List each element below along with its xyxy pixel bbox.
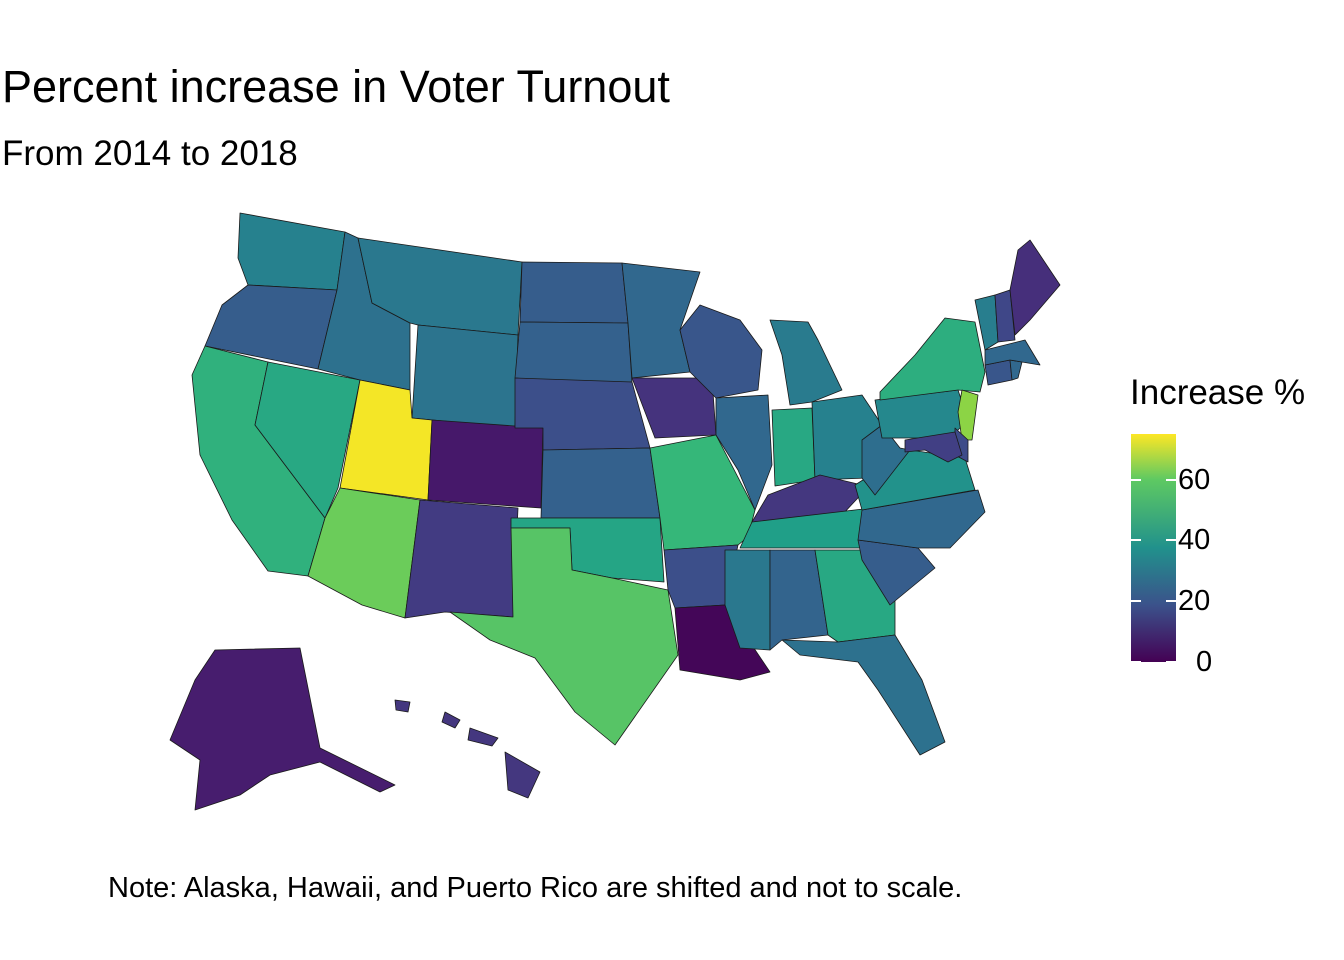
- legend-tick-label: 60: [1178, 463, 1211, 496]
- legend-tick-mark-right: [1166, 478, 1176, 481]
- state-nh: [994, 289, 1016, 343]
- legend-tick-mark-right: [1166, 539, 1176, 542]
- footnote: Note: Alaska, Hawaii, and Puerto Rico ar…: [108, 872, 963, 904]
- state-nc: [857, 489, 986, 549]
- state-md: [904, 431, 963, 463]
- state-la: [674, 604, 771, 681]
- state-nm: [404, 499, 519, 619]
- legend-colorbar: [1131, 434, 1176, 662]
- state-or: [204, 284, 338, 370]
- map-title: Percent increase in Voter Turnout: [2, 61, 670, 112]
- state-il: [715, 394, 773, 511]
- state-sd: [514, 321, 633, 386]
- choropleth-map: [169, 212, 1061, 811]
- state-ms: [724, 549, 771, 651]
- state-ks: [540, 447, 661, 519]
- state-ri: [1009, 359, 1023, 381]
- legend-tick-mark-left: [1131, 478, 1141, 481]
- state-ny: [879, 317, 986, 401]
- state-ma: [984, 339, 1041, 366]
- state-wy: [411, 324, 519, 429]
- state-wi: [679, 304, 763, 399]
- state-wa: [237, 212, 346, 291]
- state-co: [427, 419, 544, 509]
- legend-tick-label: 40: [1178, 524, 1211, 557]
- state-hi: [394, 699, 541, 799]
- state-nv: [254, 361, 361, 519]
- map-subtitle: From 2014 to 2018: [2, 134, 298, 173]
- legend-tick-mark-left: [1131, 539, 1141, 542]
- state-in: [771, 407, 816, 487]
- state-tx: [449, 527, 679, 746]
- legend-tick-mark-right: [1166, 600, 1176, 603]
- state-fl: [781, 634, 946, 756]
- state-mi: [769, 319, 843, 406]
- state-nd: [519, 261, 629, 324]
- legend-title: Increase %: [1130, 373, 1306, 412]
- legend-tick-mark-right: [1166, 661, 1176, 663]
- legend-tick-label: 0: [1196, 646, 1213, 678]
- state-al: [769, 549, 829, 651]
- state-ak: [169, 647, 396, 811]
- legend-tick-label: 20: [1178, 585, 1211, 618]
- state-nj: [957, 389, 979, 441]
- legend-tick-mark-left: [1131, 661, 1141, 663]
- state-me: [1009, 239, 1061, 336]
- legend-tick-mark-left: [1131, 600, 1141, 603]
